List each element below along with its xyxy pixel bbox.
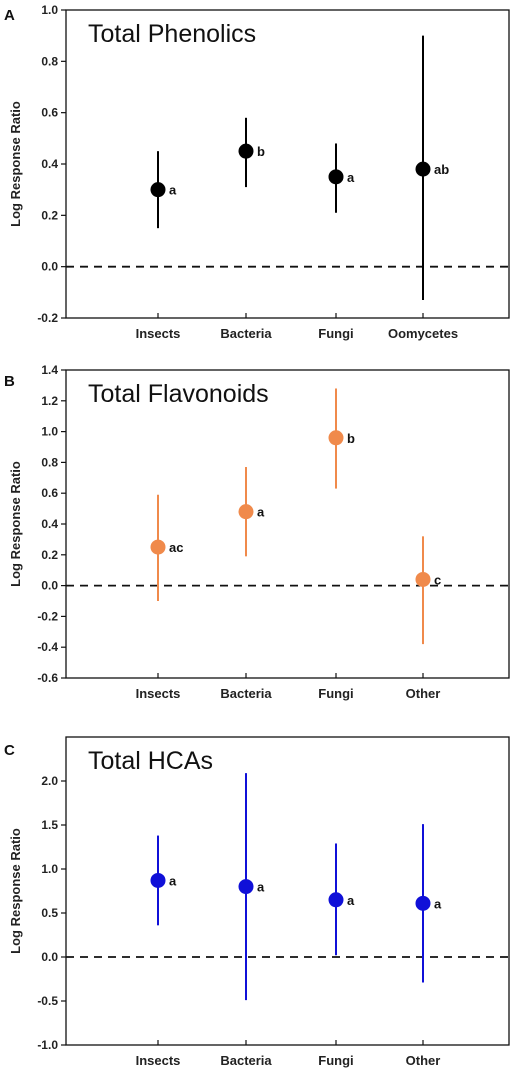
data-point: [415, 571, 431, 587]
y-tick-label: 1.0: [41, 425, 58, 439]
y-tick-label: 1.2: [41, 394, 58, 408]
significance-label: a: [257, 505, 265, 520]
chart-title: Total Flavonoids: [88, 380, 269, 408]
y-tick-label: 1.0: [41, 3, 58, 17]
y-tick-label: 1.5: [41, 818, 58, 832]
plot-frame: [65, 736, 510, 1046]
y-tick-label: 1.4: [41, 363, 58, 377]
y-tick-label: -1.0: [37, 1038, 58, 1052]
y-tick-label: -0.6: [37, 671, 58, 685]
y-axis-title: Log Response Ratio: [8, 461, 23, 587]
data-point: [328, 169, 344, 185]
x-category-label: Insects: [136, 1053, 181, 1068]
significance-label: a: [169, 873, 177, 888]
x-category-label: Insects: [136, 326, 181, 341]
y-tick-label: 0.4: [41, 517, 58, 531]
y-tick-label: 0.0: [41, 260, 58, 274]
x-category-label: Fungi: [318, 1053, 353, 1068]
y-tick-label: 0.8: [41, 455, 58, 469]
y-tick-label: -0.5: [37, 994, 58, 1008]
chart-title: Total HCAs: [88, 747, 213, 775]
data-point: [328, 430, 344, 446]
significance-label: a: [434, 896, 442, 911]
y-tick-label: 0.8: [41, 54, 58, 68]
x-category-label: Bacteria: [220, 326, 272, 341]
data-point: [150, 872, 166, 888]
panel-b: B Total Flavonoids -0.6 -0.4 -0.2 0.0 0.2 0.4 0.…: [4, 363, 510, 701]
y-tick-label: -0.2: [37, 609, 58, 623]
panel-letter: B: [4, 373, 15, 390]
y-tick-label: -0.2: [37, 311, 58, 325]
y-axis-title: Log Response Ratio: [8, 101, 23, 227]
significance-label: ac: [169, 540, 183, 555]
y-axis-title: Log Response Ratio: [8, 828, 23, 954]
data-point: [238, 879, 254, 895]
y-tick-label: 1.0: [41, 862, 58, 876]
y-tick-label: 0.4: [41, 157, 58, 171]
panel-letter: C: [4, 742, 15, 759]
y-tick-label: 0.2: [41, 208, 58, 222]
y-tick-label: -0.4: [37, 640, 58, 654]
x-category-label: Insects: [136, 686, 181, 701]
x-category-label: Other: [406, 686, 441, 701]
x-category-label: Other: [406, 1053, 441, 1068]
significance-label: a: [257, 880, 265, 895]
y-tick-label: 0.5: [41, 906, 58, 920]
y-tick-label: 0.6: [41, 486, 58, 500]
significance-label: b: [347, 431, 355, 446]
y-tick-label: 0.6: [41, 106, 58, 120]
plot-frame: [65, 369, 510, 679]
data-point: [238, 143, 254, 159]
y-tick-label: 0.0: [41, 579, 58, 593]
chart-title: Total Phenolics: [88, 20, 256, 48]
y-tick-label: 0.0: [41, 950, 58, 964]
x-category-label: Fungi: [318, 686, 353, 701]
panel-letter: A: [4, 7, 15, 24]
x-category-label: Oomycetes: [388, 326, 458, 341]
significance-label: a: [347, 170, 355, 185]
significance-label: a: [169, 183, 177, 198]
data-point: [415, 895, 431, 911]
y-tick-label: 0.2: [41, 548, 58, 562]
panel-a: A Total Phenolics -0.2 0.0 0.2 0.4 0.6 0.8 1.0 Lo…: [4, 3, 510, 341]
significance-label: c: [434, 572, 441, 587]
x-category-label: Bacteria: [220, 686, 272, 701]
data-point: [150, 539, 166, 555]
x-category-label: Bacteria: [220, 1053, 272, 1068]
data-point: [328, 892, 344, 908]
x-category-label: Fungi: [318, 326, 353, 341]
significance-label: ab: [434, 162, 449, 177]
significance-label: b: [257, 144, 265, 159]
data-point: [150, 182, 166, 198]
significance-label: a: [347, 893, 355, 908]
data-point: [238, 504, 254, 520]
data-point: [415, 161, 431, 177]
panel-c: C Total HCAs -1.0 -0.5 0.0 0.5 1.0 1.5 2.0 Log Re…: [4, 736, 510, 1068]
y-tick-label: 2.0: [41, 774, 58, 788]
